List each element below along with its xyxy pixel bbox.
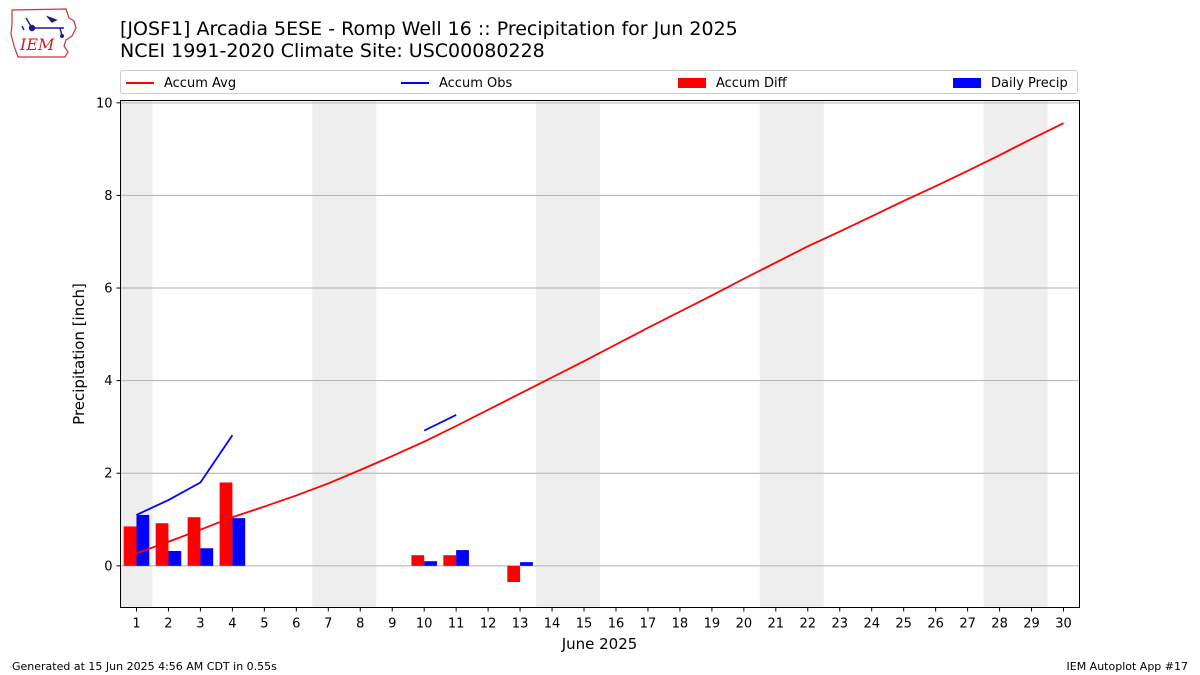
x-tick-label: 22 [800, 617, 817, 632]
x-tick-label: 23 [831, 617, 848, 632]
y-tick-label: 10 [96, 96, 113, 111]
x-tick-label: 30 [1055, 617, 1072, 632]
y-axis-label: Precipitation [inch] [70, 283, 88, 425]
generated-timestamp: Generated at 15 Jun 2025 4:56 AM CDT in … [12, 660, 277, 673]
weather-station-icon [21, 15, 65, 39]
daily-precip-bar [456, 550, 469, 566]
legend-label-accum-diff: Accum Diff [716, 75, 787, 91]
legend-label-daily-precip: Daily Precip [991, 75, 1068, 91]
x-tick-label: 24 [863, 617, 880, 632]
x-tick-label: 6 [292, 617, 300, 632]
x-tick-label: 17 [640, 617, 657, 632]
iem-logo-text: IEM [19, 35, 55, 54]
x-tick-label: 25 [895, 617, 912, 632]
accum-obs-line [136, 434, 234, 516]
accum-diff-bar [187, 517, 201, 566]
legend-item-daily-precip: Daily Precip [953, 74, 1068, 92]
daily-precip-bar [424, 561, 437, 566]
x-tick-label: 28 [991, 617, 1008, 632]
daily-precip-bar [520, 562, 533, 566]
x-tick-label: 11 [448, 617, 465, 632]
x-tick-label: 9 [388, 617, 396, 632]
legend-item-accum-avg: Accum Avg [126, 74, 236, 92]
accum-avg-line [136, 122, 1064, 555]
legend-swatch-accum-diff [678, 78, 706, 88]
weekend-band [983, 100, 1048, 608]
legend-label-accum-avg: Accum Avg [164, 75, 237, 91]
y-tick-label: 0 [104, 559, 112, 574]
weekend-band [759, 100, 824, 608]
y-tick-label: 2 [104, 467, 112, 482]
x-tick-label: 3 [196, 617, 204, 632]
chart-legend: Accum Avg Accum Obs Accum Diff Daily Pre… [120, 70, 1078, 94]
y-gridlines [120, 102, 1080, 567]
accum-diff-bar [219, 482, 233, 566]
x-tick-label: 1 [132, 617, 140, 632]
plot-frame [120, 100, 1080, 608]
x-tick-label: 14 [544, 617, 561, 632]
x-tick-label: 7 [324, 617, 332, 632]
iem-logo: IEM [10, 8, 77, 58]
x-tick-label: 13 [512, 617, 529, 632]
x-tick-label: 12 [480, 617, 497, 632]
x-tick-label: 8 [356, 617, 364, 632]
x-tick-label: 16 [608, 617, 625, 632]
x-tick-label: 2 [164, 617, 172, 632]
y-tick-label: 6 [104, 282, 112, 297]
x-tick-label: 29 [1023, 617, 1040, 632]
accum-obs-line [423, 414, 457, 432]
x-tick-label: 19 [704, 617, 721, 632]
accum-diff-bar [507, 565, 521, 583]
y-tick-label: 4 [104, 374, 112, 389]
accum-diff-bar [443, 555, 457, 566]
x-tick-label: 15 [576, 617, 593, 632]
daily-precip-bar [200, 548, 214, 566]
x-tick-label: 20 [736, 617, 753, 632]
x-tick-label: 26 [927, 617, 944, 632]
weekend-band [312, 100, 377, 608]
legend-item-accum-obs: Accum Obs [401, 74, 512, 92]
legend-label-accum-obs: Accum Obs [439, 75, 513, 91]
x-tick-label: 27 [959, 617, 976, 632]
legend-swatch-accum-obs [401, 82, 429, 84]
legend-swatch-daily-precip [953, 78, 981, 88]
y-tick-label: 8 [104, 189, 112, 204]
chart-subtitle: NCEI 1991-2020 Climate Site: USC00080228 [120, 40, 545, 62]
x-axis-label: June 2025 [561, 635, 638, 653]
x-tick-label: 5 [260, 617, 268, 632]
accum-diff-bar [411, 555, 425, 566]
legend-swatch-accum-avg [126, 82, 154, 84]
weekend-band [536, 100, 600, 608]
daily-precip-bar [168, 551, 182, 566]
weekend-shading [120, 100, 1048, 608]
accum-diff-bar [123, 526, 137, 566]
legend-item-accum-diff: Accum Diff [678, 74, 787, 92]
daily-precip-bar [232, 518, 246, 566]
app-credit: IEM Autoplot App #17 [1066, 660, 1189, 673]
x-tick-label: 4 [228, 617, 236, 632]
lines [136, 122, 1064, 555]
daily-precip-bar [136, 514, 150, 566]
chart-title: [JOSF1] Arcadia 5ESE - Romp Well 16 :: P… [120, 18, 738, 40]
x-tick-label: 18 [672, 617, 689, 632]
x-tick-label: 21 [768, 617, 785, 632]
x-tick-label: 10 [416, 617, 433, 632]
